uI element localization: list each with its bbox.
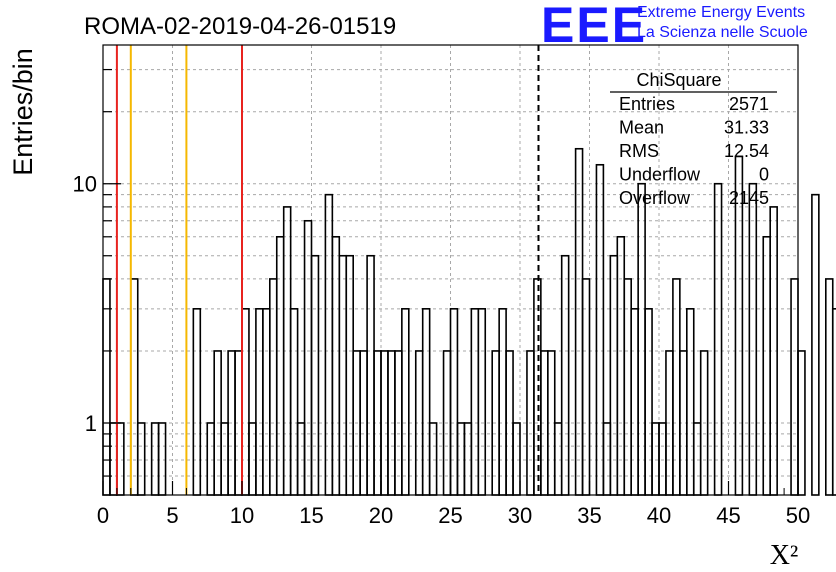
histogram-bin [401,308,410,496]
histogram-bin [574,147,584,496]
histogram-bin [560,254,570,496]
stats-row-label: Overflow [619,188,691,208]
histogram-bin [262,308,271,496]
stats-row-label: Mean [619,118,664,138]
histogram-bin [331,235,341,496]
histogram-bin [713,182,723,496]
stats-row-value: 31.33 [724,118,769,138]
axes: 0 5 10 15 20 25 30 35 40 45 50 1 10 [73,68,810,528]
logo-line-2: La Scienza nelle Scuole [637,24,808,41]
chart-title: ROMA-02-2019-04-26-01519 [84,13,396,40]
stats-row-value: 2145 [729,188,769,208]
histogram-bin [275,235,285,496]
y-tick-label: 10 [73,172,97,197]
histogram-bin [811,193,820,496]
histogram-bin [748,182,758,496]
histogram-bin [623,278,632,496]
histogram-bin [616,235,626,496]
histogram-bin [790,278,799,496]
histogram-bin [498,308,507,496]
histogram-bin [289,308,299,496]
histogram-bin [762,235,771,496]
histogram-bin [345,254,354,496]
stats-row-value: 2571 [729,94,769,114]
histogram-bin [324,193,334,496]
histogram-bin [581,278,591,496]
eee-logo-mark: EEE [541,0,647,53]
histogram-bin [310,254,320,496]
x-axis-label: X² [770,540,799,571]
x-tick-label: 40 [647,503,671,528]
stats-box: ChiSquare Entries 2571 Mean 31.33 RMS 12.54 Un… [610,70,777,208]
histogram-bin [630,308,639,496]
histogram-bin [338,254,348,496]
grid [103,45,798,495]
x-tick-label: 5 [166,503,178,528]
x-tick-label: 15 [299,503,323,528]
stats-row-label: Entries [619,94,675,114]
histogram-bin [130,278,139,496]
x-tick-label: 20 [369,503,393,528]
histogram-bin [797,350,806,496]
x-tick-label: 10 [230,503,254,528]
x-tick-label: 25 [438,503,462,528]
histogram-bin [303,219,313,496]
stats-title: ChiSquare [636,70,721,90]
y-tick-label: 1 [85,411,97,436]
histogram-bin [595,163,605,496]
histogram-bin [421,308,431,496]
histogram-bin [831,308,836,496]
histogram-bin [824,278,834,496]
histogram-bin [637,182,646,496]
histogram-bin [609,254,619,496]
x-tick-label: 50 [786,503,810,528]
histogram-bin [449,308,459,496]
x-tick-label: 30 [508,503,532,528]
histogram-bin [477,308,487,496]
histogram-bin [366,254,375,496]
histogram-bin [192,308,202,496]
x-tick-label: 35 [577,503,601,528]
stats-row-label: RMS [619,141,659,161]
histogram-bin [470,308,480,496]
histogram-bin [268,278,278,496]
y-axis-label: Entries/bin [8,48,38,176]
histogram-bin [533,278,542,496]
histogram-bin [102,278,111,496]
histogram-bin [685,308,695,496]
histogram-bin [644,308,653,496]
x-tick-label: 45 [716,503,740,528]
eee-logo: EEE [541,0,647,53]
histogram-bin [255,308,264,496]
x-tick-label: 0 [97,503,109,528]
logo-line-1: Extreme Energy Events [637,4,806,21]
stats-row-label: Underflow [619,165,701,185]
histogram-bin [241,308,250,496]
marker-lines [115,45,540,495]
stats-row-value: 0 [759,165,769,185]
stats-row-value: 12.54 [724,141,769,161]
histogram-bin [672,278,681,496]
